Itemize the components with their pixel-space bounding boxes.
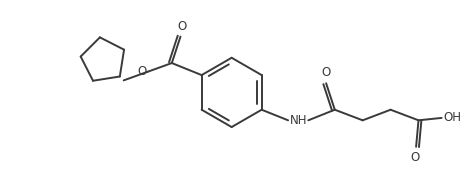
Text: O: O — [178, 20, 187, 33]
Text: OH: OH — [443, 111, 461, 124]
Text: NH: NH — [290, 114, 308, 127]
Text: O: O — [410, 151, 419, 164]
Text: O: O — [137, 65, 146, 78]
Text: O: O — [322, 66, 331, 79]
